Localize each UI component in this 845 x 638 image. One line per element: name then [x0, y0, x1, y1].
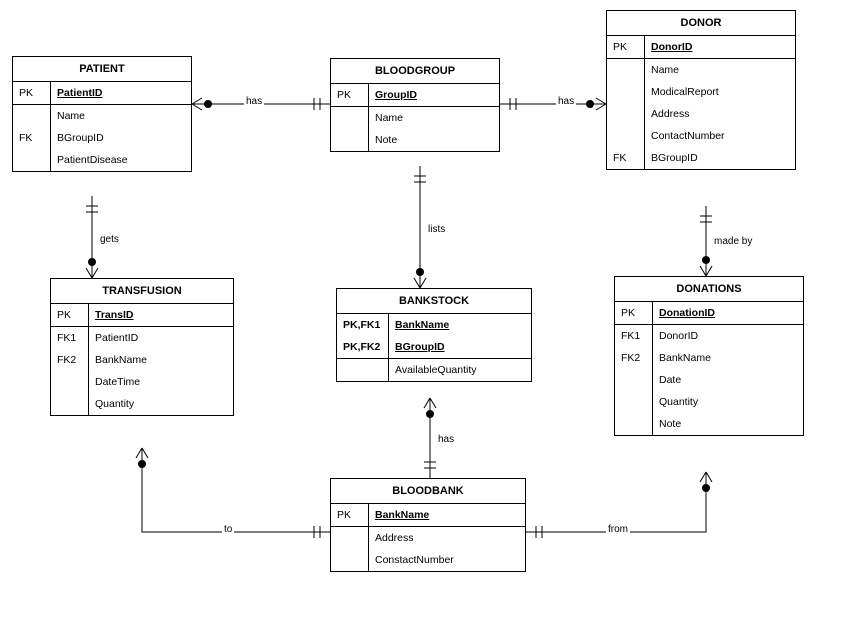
key-cell: PK,FK1: [337, 314, 388, 336]
key-cell: PK: [607, 36, 644, 59]
entity-title: BLOODBANK: [331, 479, 525, 504]
attr-cell: BankName: [369, 504, 525, 527]
attr-cell: ContactNumber: [645, 125, 795, 147]
entity-transfusion: TRANSFUSION PK FK1 FK2 TransID PatientID…: [50, 278, 234, 416]
entity-title: BLOODGROUP: [331, 59, 499, 84]
attr-cell: BankName: [653, 347, 803, 369]
entity-donations: DONATIONS PK FK1 FK2 DonationID DonorID …: [614, 276, 804, 436]
entity-bloodgroup: BLOODGROUP PK GroupID Name Note: [330, 58, 500, 152]
entity-bankstock: BANKSTOCK PK,FK1 PK,FK2 BankName BGroupI…: [336, 288, 532, 382]
attr-cell: PatientDisease: [51, 149, 191, 171]
attr-cell: PatientID: [89, 327, 233, 349]
attr-cell: Quantity: [653, 391, 803, 413]
attr-cell: DonationID: [653, 302, 803, 325]
attr-cell: BGroupID: [389, 336, 531, 359]
rel-label-to: to: [222, 524, 234, 535]
attr-cell: AvailableQuantity: [389, 359, 531, 381]
rel-label-madeby: made by: [712, 236, 754, 247]
rel-label-has-1: has: [244, 96, 264, 107]
rel-label-has-2: has: [556, 96, 576, 107]
entity-patient: PATIENT PK FK PatientID Name BGroupID Pa…: [12, 56, 192, 172]
attr-cell: ConstactNumber: [369, 549, 525, 571]
attr-cell: Name: [369, 107, 499, 129]
attr-cell: ModicalReport: [645, 81, 795, 103]
key-cell: PK: [331, 504, 368, 527]
attr-cell: BankName: [389, 314, 531, 336]
attr-cell: PatientID: [51, 82, 191, 105]
entity-title: TRANSFUSION: [51, 279, 233, 304]
key-cell: PK,FK2: [337, 336, 388, 359]
rel-label-has-3: has: [436, 434, 456, 445]
rel-label-from: from: [606, 524, 630, 535]
attr-cell: TransID: [89, 304, 233, 327]
rel-label-lists: lists: [426, 224, 447, 235]
attr-cell: Quantity: [89, 393, 233, 415]
key-cell: FK2: [51, 349, 88, 371]
key-cell: FK: [607, 147, 644, 169]
key-cell: PK: [51, 304, 88, 327]
attr-cell: DonorID: [645, 36, 795, 59]
attr-cell: BGroupID: [645, 147, 795, 169]
key-cell: FK1: [51, 327, 88, 349]
attr-cell: Note: [653, 413, 803, 435]
attr-cell: GroupID: [369, 84, 499, 107]
key-cell: PK: [13, 82, 50, 105]
key-cell: FK: [13, 127, 50, 149]
entity-bloodbank: BLOODBANK PK BankName Address ConstactNu…: [330, 478, 526, 572]
entity-title: DONATIONS: [615, 277, 803, 302]
attr-cell: DateTime: [89, 371, 233, 393]
key-cell: PK: [615, 302, 652, 325]
key-cell: FK1: [615, 325, 652, 347]
attr-cell: Note: [369, 129, 499, 151]
entity-title: BANKSTOCK: [337, 289, 531, 314]
attr-cell: DonorID: [653, 325, 803, 347]
key-cell: PK: [331, 84, 368, 107]
attr-cell: Date: [653, 369, 803, 391]
attr-cell: BankName: [89, 349, 233, 371]
key-cell: FK2: [615, 347, 652, 369]
attr-cell: Address: [369, 527, 525, 549]
entity-title: DONOR: [607, 11, 795, 36]
entity-donor: DONOR PK FK DonorID Name ModicalReport A…: [606, 10, 796, 170]
rel-label-gets: gets: [98, 234, 121, 245]
attr-cell: Address: [645, 103, 795, 125]
attr-cell: BGroupID: [51, 127, 191, 149]
entity-title: PATIENT: [13, 57, 191, 82]
attr-cell: Name: [51, 105, 191, 127]
attr-cell: Name: [645, 59, 795, 81]
